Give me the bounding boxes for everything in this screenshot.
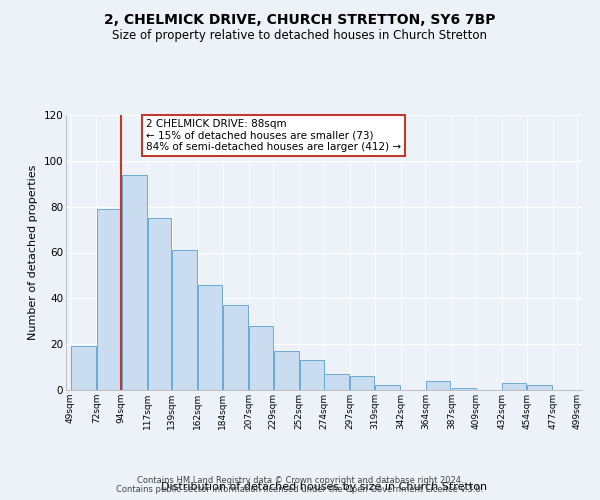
Text: 2 CHELMICK DRIVE: 88sqm
← 15% of detached houses are smaller (73)
84% of semi-de: 2 CHELMICK DRIVE: 88sqm ← 15% of detache… (146, 119, 401, 152)
Bar (148, 218, 172, 390)
Bar (223, 305, 248, 390)
Bar (122, 174, 146, 390)
Bar (274, 351, 299, 390)
Bar (71, 346, 96, 390)
Bar (426, 381, 450, 390)
Bar (452, 388, 476, 390)
Bar (375, 386, 400, 390)
Bar (198, 284, 222, 390)
Bar (502, 383, 526, 390)
Bar (350, 376, 374, 390)
Text: Contains public sector information licensed under the Open Government Licence v.: Contains public sector information licen… (116, 485, 484, 494)
Bar (299, 360, 323, 390)
Bar (249, 326, 273, 390)
Bar (172, 250, 197, 390)
Text: Size of property relative to detached houses in Church Stretton: Size of property relative to detached ho… (113, 29, 487, 42)
Bar (325, 374, 349, 390)
Y-axis label: Number of detached properties: Number of detached properties (28, 165, 38, 340)
Bar (97, 209, 121, 390)
Bar (527, 386, 552, 390)
X-axis label: Distribution of detached houses by size in Church Stretton: Distribution of detached houses by size … (161, 482, 487, 492)
Text: 2, CHELMICK DRIVE, CHURCH STRETTON, SY6 7BP: 2, CHELMICK DRIVE, CHURCH STRETTON, SY6 … (104, 12, 496, 26)
Text: Contains HM Land Registry data © Crown copyright and database right 2024.: Contains HM Land Registry data © Crown c… (137, 476, 463, 485)
